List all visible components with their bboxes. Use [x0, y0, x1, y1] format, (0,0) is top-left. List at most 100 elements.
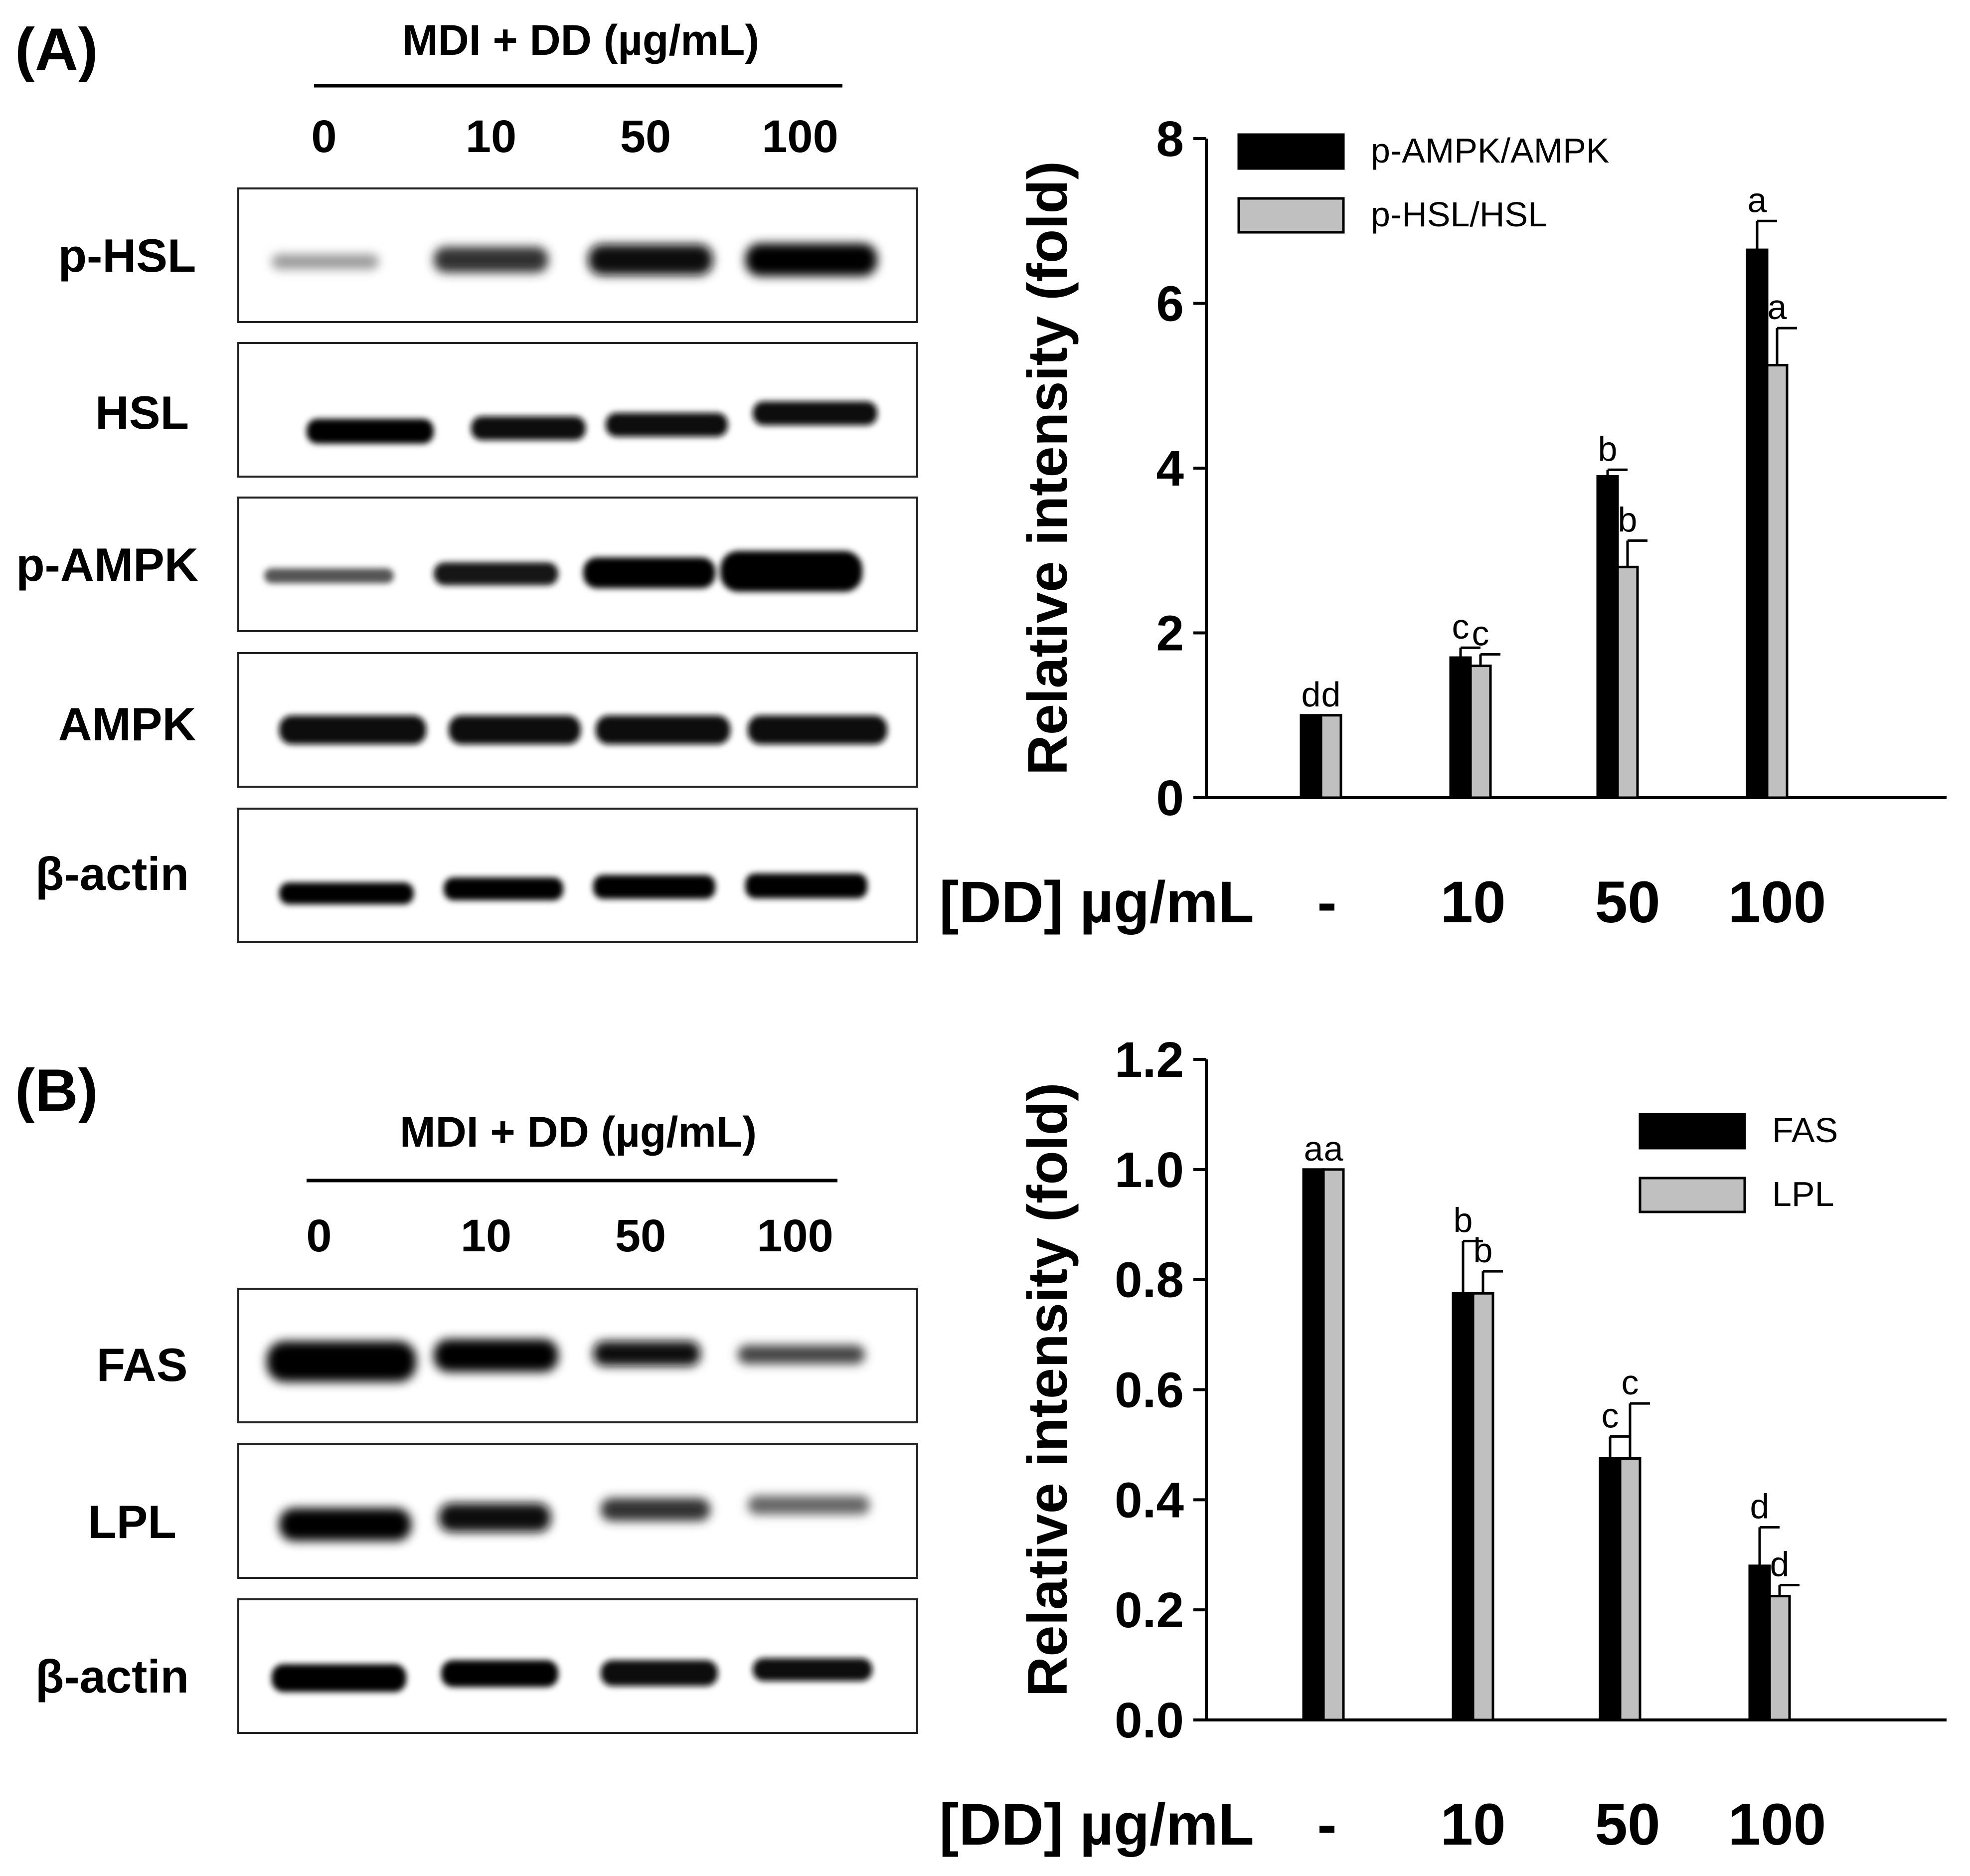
band	[272, 1664, 406, 1692]
x-category-label: 10	[1440, 1792, 1505, 1858]
bar-lpl-3	[1768, 1595, 1791, 1721]
bar-p-ampk-ampk-1	[1449, 656, 1472, 799]
band	[307, 419, 434, 444]
blot-a-lane-100: 100	[762, 111, 838, 162]
bar-p-ampk-ampk-2	[1596, 475, 1619, 799]
blot-a-row-p-ampk-label: p-AMPK	[16, 538, 198, 591]
blot-b-row-lpl-label: LPL	[88, 1496, 176, 1548]
blot-b-lane-50: 50	[615, 1210, 666, 1261]
legend-swatch-fas	[1639, 1113, 1746, 1150]
x-category-label: 100	[1728, 869, 1826, 935]
x-category-label: 100	[1728, 1792, 1826, 1858]
x-category-label: -	[1317, 869, 1336, 935]
y-axis-label: Relative intensity (fold)	[1016, 161, 1079, 775]
blot-b-lane-10: 10	[461, 1210, 511, 1261]
x-axis-label: [DD] µg/mL	[939, 869, 1254, 935]
band	[434, 1339, 558, 1372]
y-tick-label: 0	[1156, 770, 1184, 826]
significance-letter: d	[1302, 675, 1321, 714]
band	[745, 243, 877, 276]
band	[720, 551, 862, 592]
blot-a-row-ampk-label: AMPK	[58, 698, 196, 750]
band	[745, 873, 867, 898]
significance-letter: b	[1454, 1200, 1473, 1239]
significance-letter: c	[1452, 607, 1470, 646]
blot-a-lane-10: 10	[466, 111, 516, 162]
y-tick-label: 8	[1156, 111, 1184, 167]
x-category-label: 50	[1595, 869, 1660, 935]
band	[753, 1658, 872, 1681]
band	[606, 413, 728, 437]
significance-letter: b	[1598, 429, 1618, 468]
panel-a-label: (A)	[15, 16, 98, 83]
blot-a-lane-0: 0	[311, 111, 336, 162]
y-tick-label: 4	[1156, 441, 1184, 497]
band	[279, 1508, 411, 1541]
panel-b-label: (B)	[15, 1057, 98, 1124]
band	[601, 1498, 710, 1521]
significance-letter: b	[1618, 500, 1638, 539]
blot-a-header: MDI + DD (µg/mL)	[402, 16, 759, 64]
band	[748, 1496, 870, 1515]
blot-b-header: MDI + DD (µg/mL)	[400, 1108, 757, 1156]
bar-lpl-1	[1472, 1292, 1494, 1721]
x-category-label: 50	[1595, 1792, 1660, 1858]
bar-lpl-0	[1322, 1168, 1345, 1721]
legend-label-fas: FAS	[1772, 1111, 1838, 1150]
bar-p-hsl-hsl-2	[1616, 565, 1639, 799]
bar-p-hsl-hsl-0	[1319, 714, 1342, 799]
band	[471, 416, 586, 440]
band	[738, 1345, 865, 1364]
band	[601, 1660, 718, 1686]
bar-p-ampk-ampk-3	[1746, 248, 1769, 799]
y-tick-label: 0.2	[1115, 1582, 1184, 1638]
band	[753, 401, 877, 425]
band	[434, 247, 548, 273]
bar-lpl-2	[1619, 1457, 1642, 1721]
band	[593, 1341, 700, 1366]
bar-p-ampk-ampk-0	[1300, 714, 1322, 799]
blot-a-row-hsl-label: HSL	[95, 386, 189, 439]
legend-label-p-hsl-hsl: p-HSL/HSL	[1371, 195, 1547, 234]
blot-a-lane-50: 50	[620, 111, 671, 162]
significance-letter: a	[1324, 1129, 1343, 1168]
band	[279, 882, 414, 904]
bar-p-hsl-hsl-3	[1766, 363, 1789, 799]
band	[279, 715, 426, 744]
significance-letter: d	[1750, 1487, 1770, 1526]
significance-letter: c	[1602, 1396, 1619, 1435]
x-category-label: 10	[1440, 869, 1505, 935]
significance-letter: d	[1321, 675, 1341, 714]
chart-b: 0.0 0.2 0.4 0.6 0.8 1.0 1.2 Relative intensity …	[939, 1032, 1947, 1858]
y-axis-label: Relative intensity (fold)	[1016, 1082, 1079, 1697]
blot-a: MDI + DD (µg/mL) 0 10 50 100 p-HSL HSL p…	[16, 16, 918, 943]
band	[441, 1660, 558, 1687]
blot-a-row-p-hsl-label: p-HSL	[58, 229, 196, 282]
blot-b-lane-100: 100	[757, 1210, 833, 1261]
blot-b-lane-0: 0	[306, 1210, 331, 1261]
legend-swatch-p-hsl-hsl	[1237, 197, 1345, 234]
significance-letter: a	[1768, 288, 1787, 327]
legend-swatch-p-ampk-ampk	[1237, 133, 1345, 170]
y-tick-label: 6	[1156, 276, 1184, 332]
chart-a: 0 2 4 6 8 Relative intensity (fold) [DD] µg/mL…	[939, 111, 1947, 935]
blot-b-row-fas-label: FAS	[97, 1339, 188, 1391]
band	[272, 254, 379, 269]
y-tick-label: 0.4	[1115, 1472, 1184, 1528]
band	[593, 875, 715, 899]
significance-letter: a	[1748, 180, 1767, 219]
bar-fas-2	[1599, 1457, 1622, 1721]
band	[588, 244, 713, 275]
y-tick-label: 1.0	[1115, 1142, 1184, 1198]
bar-fas-3	[1748, 1564, 1771, 1721]
bar-p-hsl-hsl-1	[1469, 665, 1492, 799]
legend-swatch-lpl	[1639, 1177, 1746, 1213]
significance-letter: d	[1770, 1544, 1790, 1583]
bar-fas-0	[1302, 1168, 1325, 1721]
band	[264, 568, 394, 583]
bar-fas-1	[1452, 1292, 1475, 1721]
y-tick-label: 0.0	[1115, 1693, 1184, 1748]
significance-letter: c	[1622, 1363, 1639, 1402]
x-category-label: -	[1317, 1792, 1336, 1858]
